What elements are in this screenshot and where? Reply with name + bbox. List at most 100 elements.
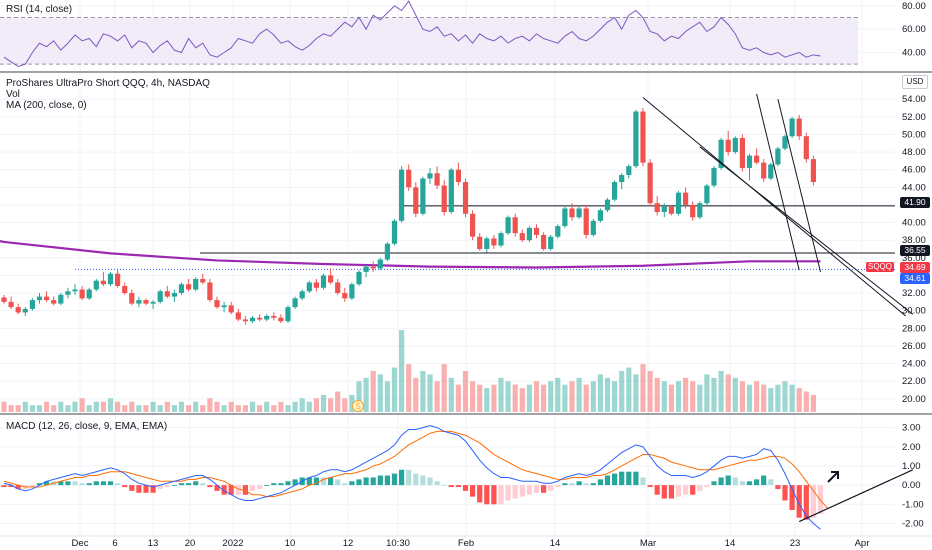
volume-bar — [164, 401, 170, 412]
macd-histogram-bar — [746, 481, 753, 486]
macd-histogram-bar — [548, 485, 554, 491]
macd-histogram-bar — [597, 479, 603, 486]
volume-bar — [79, 398, 85, 412]
volume-bar — [519, 388, 525, 412]
volume-bar — [448, 377, 454, 412]
x-tick-label: 20 — [185, 538, 196, 549]
volume-bar — [328, 398, 334, 412]
volume-bar — [668, 384, 674, 412]
x-tick-label: 13 — [148, 538, 159, 549]
volume-bar — [704, 374, 710, 412]
candle-body — [363, 266, 369, 272]
x-tick-label: 10:30 — [386, 538, 410, 549]
candle-body — [455, 169, 461, 183]
candle-body — [441, 185, 447, 212]
volume-bar — [228, 401, 234, 412]
volume-bar — [399, 330, 405, 412]
candle-body — [597, 210, 603, 221]
ma-line — [0, 239, 821, 269]
currency-badge[interactable]: USD — [902, 75, 928, 89]
macd-legend[interactable]: MACD (12, 26, close, 9, EMA, EMA) — [6, 421, 168, 432]
macd-histogram-bar — [221, 485, 227, 495]
volume-bar — [455, 384, 461, 412]
ma-legend[interactable]: MA (200, close, 0) — [6, 100, 87, 111]
trend-line — [756, 93, 800, 271]
volume-bar — [647, 371, 653, 412]
candle-body — [93, 280, 99, 290]
volume-bar — [342, 398, 348, 412]
volume-bar — [320, 394, 327, 412]
rsi-legend[interactable]: RSI (14, close) — [6, 4, 73, 15]
macd-histogram-bar — [675, 485, 682, 497]
volume-bar — [441, 364, 447, 412]
candle-body — [604, 199, 611, 211]
macd-histogram-bar — [257, 485, 263, 489]
candle-body — [668, 206, 674, 214]
rsi-panel[interactable] — [0, 0, 858, 68]
x-tick-label: 2022 — [222, 538, 243, 549]
price-tag-low: 36.55 — [900, 245, 930, 256]
volume-bar — [214, 401, 220, 412]
price-tick-label: 52.00 — [902, 112, 926, 123]
price-panel[interactable]: S — [0, 93, 914, 412]
vol-legend[interactable]: Vol — [6, 89, 20, 100]
macd-tick-label: -2.00 — [902, 518, 924, 529]
macd-histogram-bar — [313, 477, 319, 486]
candle-body — [22, 308, 28, 313]
volume-bar — [654, 377, 660, 412]
trend-line — [777, 99, 821, 273]
macd-histogram-bar — [626, 471, 632, 486]
macd-histogram-bar — [803, 485, 809, 520]
volume-bar — [505, 381, 511, 412]
macd-histogram-bar — [533, 485, 540, 493]
candle-body — [335, 282, 341, 294]
price-tag-last: 34.69 — [900, 262, 930, 273]
candle-body — [526, 227, 532, 241]
macd-panel[interactable] — [1, 425, 914, 530]
volume-bar — [746, 384, 753, 412]
price-tick-label: 32.00 — [902, 288, 926, 299]
macd-histogram-bar — [519, 485, 525, 497]
volume-bar — [661, 381, 667, 412]
candle-body — [498, 233, 504, 246]
macd-histogram-bar — [150, 485, 156, 493]
candle-body — [541, 234, 547, 249]
price-tick-label: 46.00 — [902, 165, 926, 176]
candle-body — [661, 206, 667, 212]
volume-bar — [533, 381, 540, 412]
macd-histogram-bar — [654, 485, 660, 495]
price-tick-label: 50.00 — [902, 129, 926, 140]
macd-tick-label: -1.00 — [902, 499, 924, 510]
candle-body — [633, 111, 639, 167]
candle-body — [15, 307, 21, 313]
volume-bar — [377, 374, 383, 412]
candle-body — [200, 278, 206, 283]
volume-bar — [597, 374, 603, 412]
candle-body — [406, 169, 412, 188]
candle-body — [313, 282, 319, 288]
candle-body — [79, 289, 85, 299]
x-tick-label: Mar — [640, 538, 656, 549]
volume-bar — [512, 384, 518, 412]
price-tick-label: 44.00 — [902, 182, 926, 193]
candle-body — [122, 286, 128, 294]
macd-histogram-bar — [526, 485, 532, 495]
macd-histogram-bar — [86, 483, 92, 486]
macd-histogram-bar — [271, 483, 277, 486]
macd-histogram-bar — [668, 485, 674, 499]
volume-bar — [384, 381, 390, 412]
macd-histogram-bar — [754, 479, 760, 486]
main-title[interactable]: ProShares UltraPro Short QQQ, 4h, NASDAQ — [6, 78, 210, 89]
volume-bar — [477, 384, 483, 412]
volume-bar — [562, 384, 568, 412]
macd-histogram-bar — [441, 485, 447, 486]
macd-histogram-bar — [391, 473, 398, 486]
macd-histogram-bar — [399, 469, 405, 486]
macd-histogram-bar — [306, 477, 312, 486]
volume-bar — [718, 371, 724, 412]
macd-histogram-bar — [15, 485, 21, 489]
price-tick-label: 20.00 — [902, 394, 926, 405]
macd-histogram-bar — [200, 483, 206, 486]
volume-bar — [356, 381, 362, 412]
